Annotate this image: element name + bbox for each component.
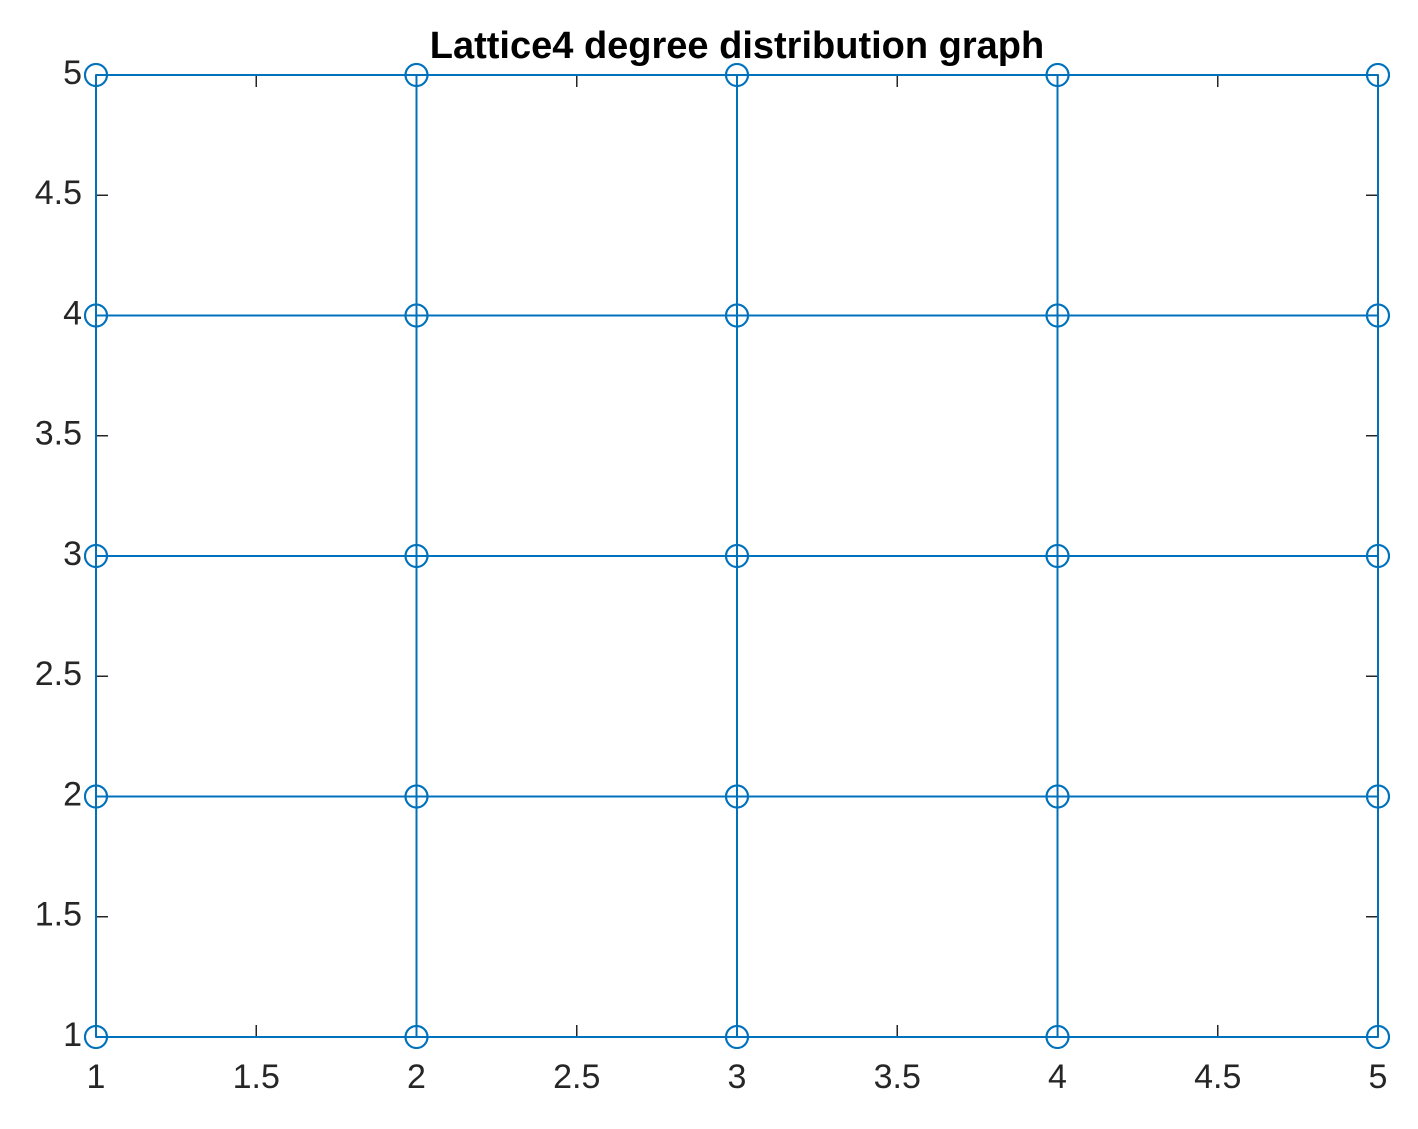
marker: [725, 544, 749, 568]
x-tick-label: 2: [407, 1058, 426, 1096]
marker: [84, 784, 108, 809]
x-tick-label: 5: [1369, 1058, 1388, 1096]
y-tick-label: 2.5: [35, 655, 82, 693]
x-tick-label: 1: [87, 1058, 106, 1096]
y-tick-label: 4: [63, 294, 82, 332]
y-tick-label: 4.5: [35, 174, 82, 212]
y-tick-label: 5: [63, 54, 82, 92]
y-tick-label: 1: [63, 1016, 82, 1054]
marker: [1045, 303, 1070, 328]
x-tick-label: 4.5: [1194, 1058, 1241, 1096]
y-tick-label: 3: [63, 535, 82, 573]
marker: [84, 303, 108, 328]
marker: [1045, 63, 1070, 87]
marker: [1366, 63, 1390, 87]
marker: [84, 544, 108, 568]
marker: [725, 63, 749, 87]
chart-title: Lattice4 degree distribution graph: [430, 25, 1044, 67]
y-tick-label: 2: [63, 775, 82, 813]
x-tick-label: 2.5: [553, 1058, 600, 1096]
marker: [1045, 544, 1070, 568]
marker: [404, 303, 429, 328]
marker: [84, 1025, 108, 1049]
x-tick-label: 3: [728, 1058, 747, 1096]
marker: [725, 303, 749, 328]
y-tick-label: 3.5: [35, 415, 82, 453]
marker: [84, 63, 108, 87]
y-tick-label: 1.5: [35, 896, 82, 934]
marker: [1045, 784, 1070, 809]
marker: [1366, 784, 1390, 809]
marker: [404, 784, 429, 809]
marker: [1045, 1025, 1070, 1049]
marker: [725, 1025, 749, 1049]
marker: [1366, 544, 1390, 568]
marker: [404, 544, 429, 568]
x-tick-label: 4: [1048, 1058, 1067, 1096]
marker: [404, 63, 429, 87]
x-tick-label: 3.5: [874, 1058, 921, 1096]
x-tick-label: 1.5: [233, 1058, 280, 1096]
marker: [1366, 1025, 1390, 1049]
marker: [404, 1025, 429, 1049]
marker: [725, 784, 749, 809]
marker: [1366, 303, 1390, 328]
